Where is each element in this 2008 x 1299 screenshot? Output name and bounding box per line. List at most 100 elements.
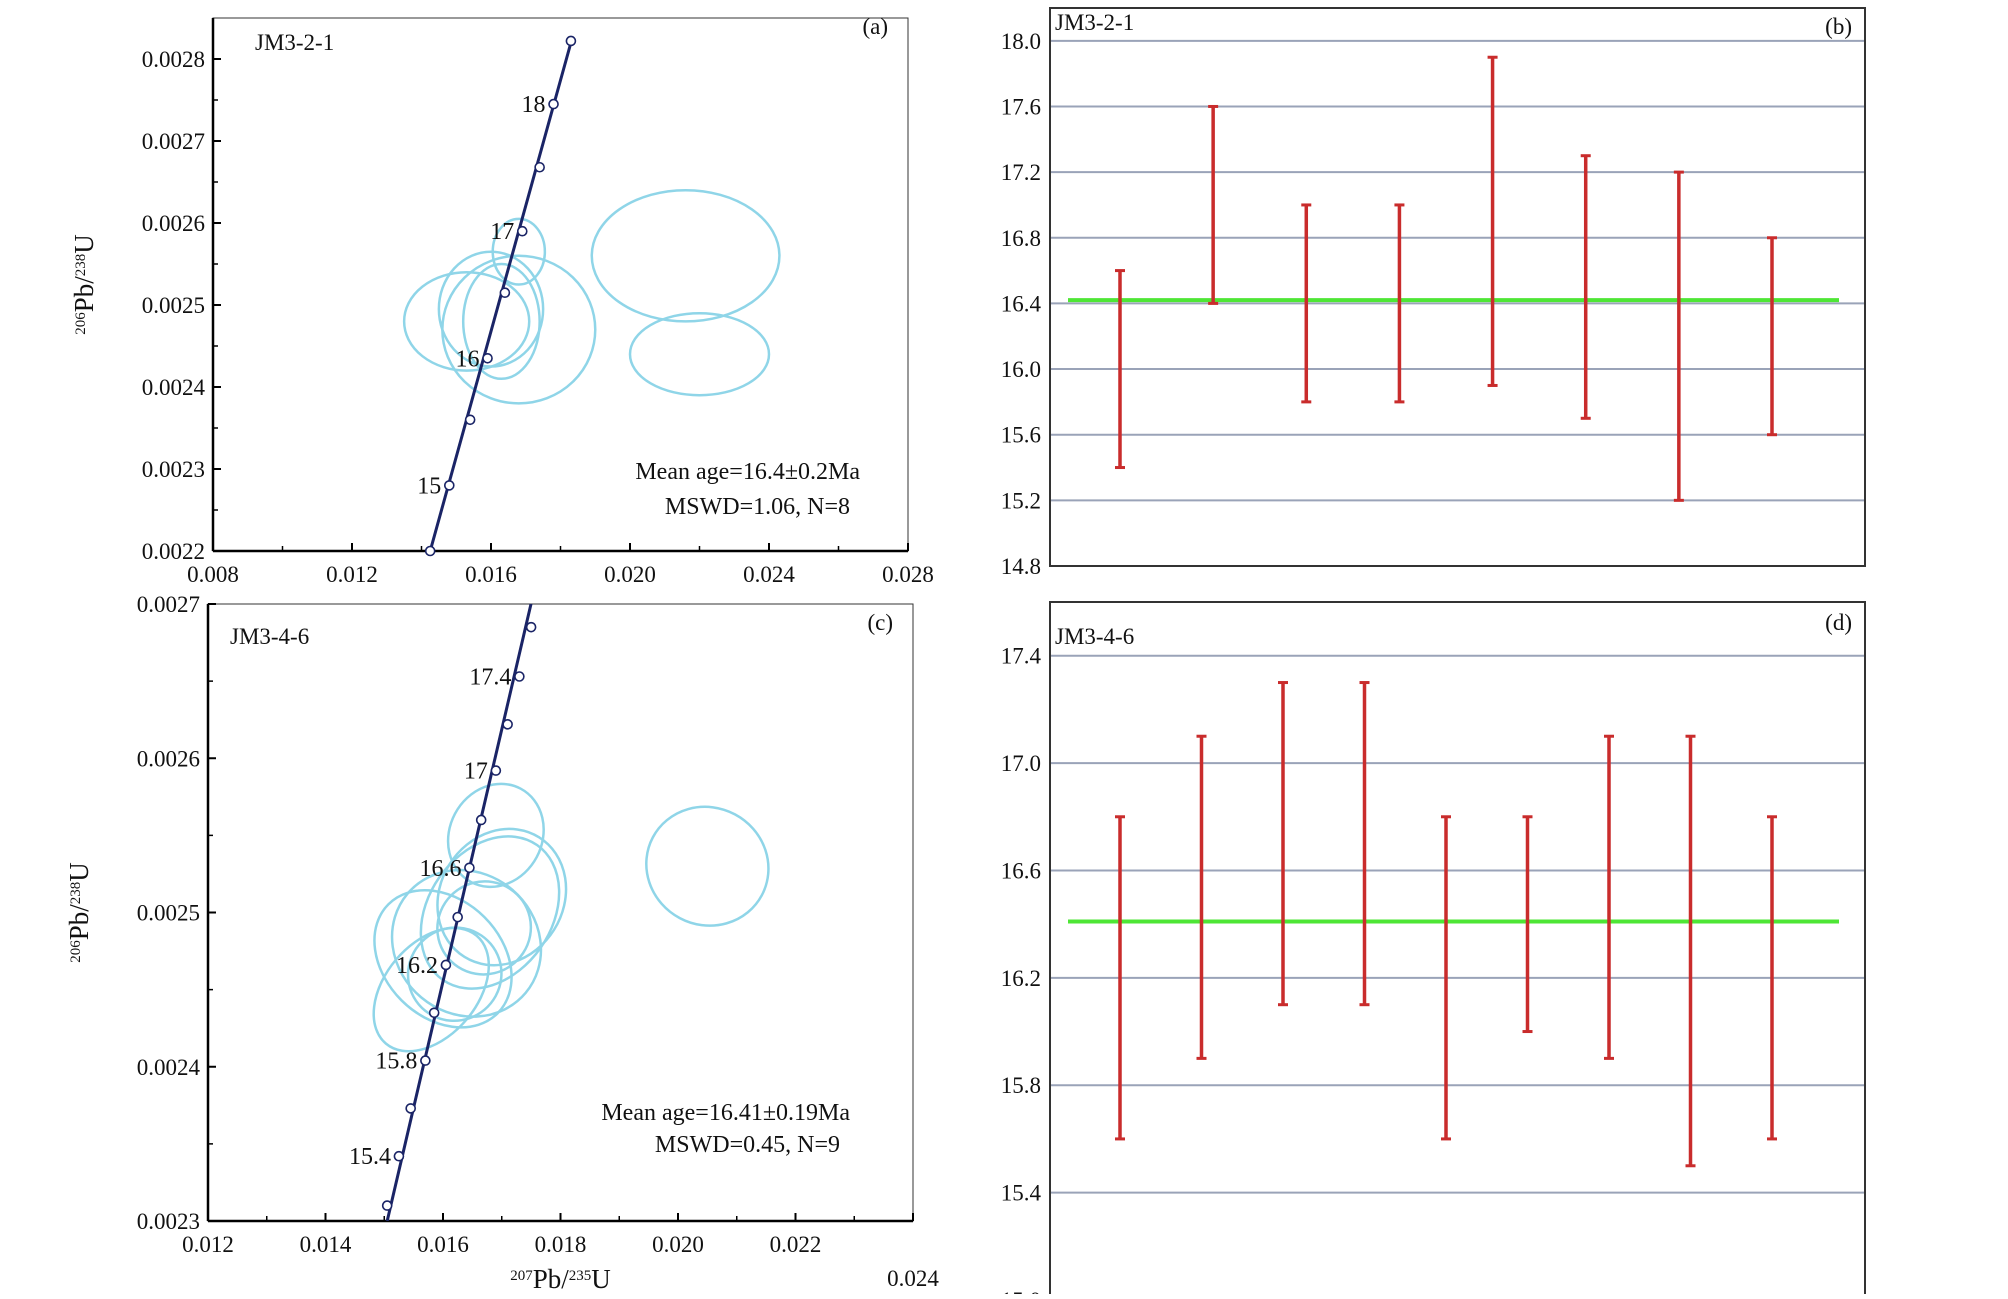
concordia-age-node <box>514 671 525 682</box>
concordia-age-node <box>381 1200 393 1211</box>
error-ellipse <box>419 835 561 990</box>
panel-a: 0.008 0.012 0.016 0.020 0.024 0.028 0.0022 0.00… <box>142 14 934 587</box>
error-bar <box>1359 681 1370 1007</box>
y-tick-label: 15.8 <box>1001 1073 1041 1098</box>
y-tick-label: 0.0026 <box>137 746 200 771</box>
x-tick-label: 0.008 <box>187 562 239 587</box>
error-ellipse <box>436 880 533 976</box>
error-bar <box>1301 203 1312 404</box>
y-tick-label: 0.0024 <box>142 375 206 400</box>
x-tick-label: 0.018 <box>535 1232 587 1257</box>
y-tick-label: 17.2 <box>1001 160 1041 185</box>
ratio-element: U <box>69 234 99 254</box>
y-tick-label: 0.0028 <box>142 47 205 72</box>
panel-label: (c) <box>867 610 893 635</box>
mass-number: 206 <box>73 312 89 335</box>
concordia-age-label: 15.8 <box>375 1049 417 1075</box>
y-axis-title: 206Pb/238U <box>64 862 94 963</box>
panel-b: 14.8 15.2 15.6 16.0 16.4 16.8 17.2 17.6 18.0 (b) J… <box>1001 7 1866 579</box>
concordia-age-node <box>424 545 436 557</box>
sample-name: JM3-4-6 <box>1055 624 1134 649</box>
concordia-age-label: 17 <box>464 759 488 785</box>
concordia-age-label: 17.4 <box>469 664 511 690</box>
error-bar <box>1115 815 1125 1141</box>
error-ellipse <box>590 188 781 323</box>
concordia-age-label: 16 <box>456 346 480 372</box>
error-bar <box>1115 269 1125 470</box>
error-bar <box>1441 815 1451 1141</box>
concordia-age-node <box>405 1103 416 1114</box>
plot-frame <box>1049 7 1866 567</box>
ratio-element: U <box>64 862 94 882</box>
concordia-age-node <box>482 352 493 364</box>
panel-d: 15.0 15.4 15.8 16.2 16.6 17.0 17.4 (d) JM3-4-6 <box>1001 601 1866 1299</box>
y-tick-label: 0.0026 <box>142 211 205 236</box>
ratio-element: Pb/ <box>69 276 99 313</box>
plot-area <box>372 604 770 1221</box>
x-tick-label: 0.016 <box>417 1232 469 1257</box>
x-tick-label: 0.020 <box>652 1232 704 1257</box>
mass-number: 206 <box>68 940 84 963</box>
x-axis-title-text: 207Pb/235U <box>510 1264 611 1294</box>
mean-age-annotation: Mean age=16.41±0.19Ma <box>601 1100 850 1126</box>
error-bar <box>1767 236 1777 437</box>
plot-area <box>402 42 781 551</box>
mass-number: 238 <box>68 882 84 905</box>
error-ellipse <box>406 926 503 1023</box>
x-tick-label: 0.012 <box>326 562 378 587</box>
concordia-age-node <box>443 480 455 491</box>
concordia-age-label: 18 <box>522 92 546 118</box>
error-ellipse <box>461 262 541 381</box>
panel-c: 0.012 0.014 0.016 0.018 0.020 0.022 0.024 0.002… <box>137 592 940 1291</box>
mass-number: 238 <box>73 254 89 277</box>
concordia-age-node <box>490 765 502 776</box>
concordia-age-node <box>475 814 487 826</box>
error-bar <box>1580 154 1591 420</box>
error-ellipse <box>372 926 491 1053</box>
x-tick-label: 0.024 <box>887 1266 939 1291</box>
y-tick-label: 0.0022 <box>142 539 205 564</box>
y-tick-label: 18.0 <box>1001 29 1041 54</box>
y-tick-label: 0.0023 <box>142 457 205 482</box>
mswd-annotation: MSWD=1.06, N=8 <box>665 494 850 520</box>
y-tick-label: 0.0025 <box>142 293 205 318</box>
concordia-age-node <box>534 161 545 173</box>
error-ellipse <box>628 311 771 397</box>
error-bar <box>1685 734 1696 1168</box>
error-bar <box>1487 55 1498 387</box>
concordia-age-node <box>464 414 476 426</box>
plot-frame <box>1049 601 1866 1299</box>
y-tick-label: 17.4 <box>1001 644 1042 669</box>
concordia-age-label: 15.4 <box>349 1144 391 1170</box>
y-tick-label: 17.0 <box>1001 751 1041 776</box>
concordia-age-node <box>440 959 452 971</box>
concordia-age-node <box>420 1055 431 1066</box>
error-ellipse <box>373 888 513 1029</box>
error-bar <box>1522 815 1533 1034</box>
error-bar <box>1394 203 1405 404</box>
concordia-age-node <box>548 98 559 110</box>
y-tick-label: 16.0 <box>1001 357 1041 382</box>
error-bar <box>1278 681 1288 1007</box>
mass-number: 207 <box>510 1268 533 1284</box>
y-tick-label: 0.0024 <box>137 1055 201 1080</box>
mass-number: 235 <box>569 1268 592 1284</box>
x-tick-label: 0.022 <box>770 1232 822 1257</box>
y-tick-label: 0.0027 <box>137 592 200 617</box>
y-tick-label: 15.2 <box>1001 488 1041 513</box>
x-tick-label: 0.024 <box>743 562 795 587</box>
error-bar <box>1196 734 1207 1060</box>
concordia-age-node <box>516 225 528 237</box>
y-tick-label: 16.8 <box>1001 226 1041 251</box>
y-tick-label: 16.6 <box>1001 858 1041 883</box>
sample-name: JM3-2-1 <box>255 30 334 55</box>
y-tick-label: 15.4 <box>1001 1181 1042 1206</box>
y-tick-label: 17.6 <box>1001 94 1041 119</box>
y-tick-label: 15.6 <box>1001 423 1041 448</box>
concordia-age-label: 16.6 <box>419 856 461 882</box>
error-ellipse <box>645 805 770 927</box>
y-tick-label: 16.4 <box>1001 291 1042 316</box>
ratio-element: Pb/ <box>533 1264 570 1294</box>
y-axis-title-text: 206Pb/238U <box>69 234 99 335</box>
